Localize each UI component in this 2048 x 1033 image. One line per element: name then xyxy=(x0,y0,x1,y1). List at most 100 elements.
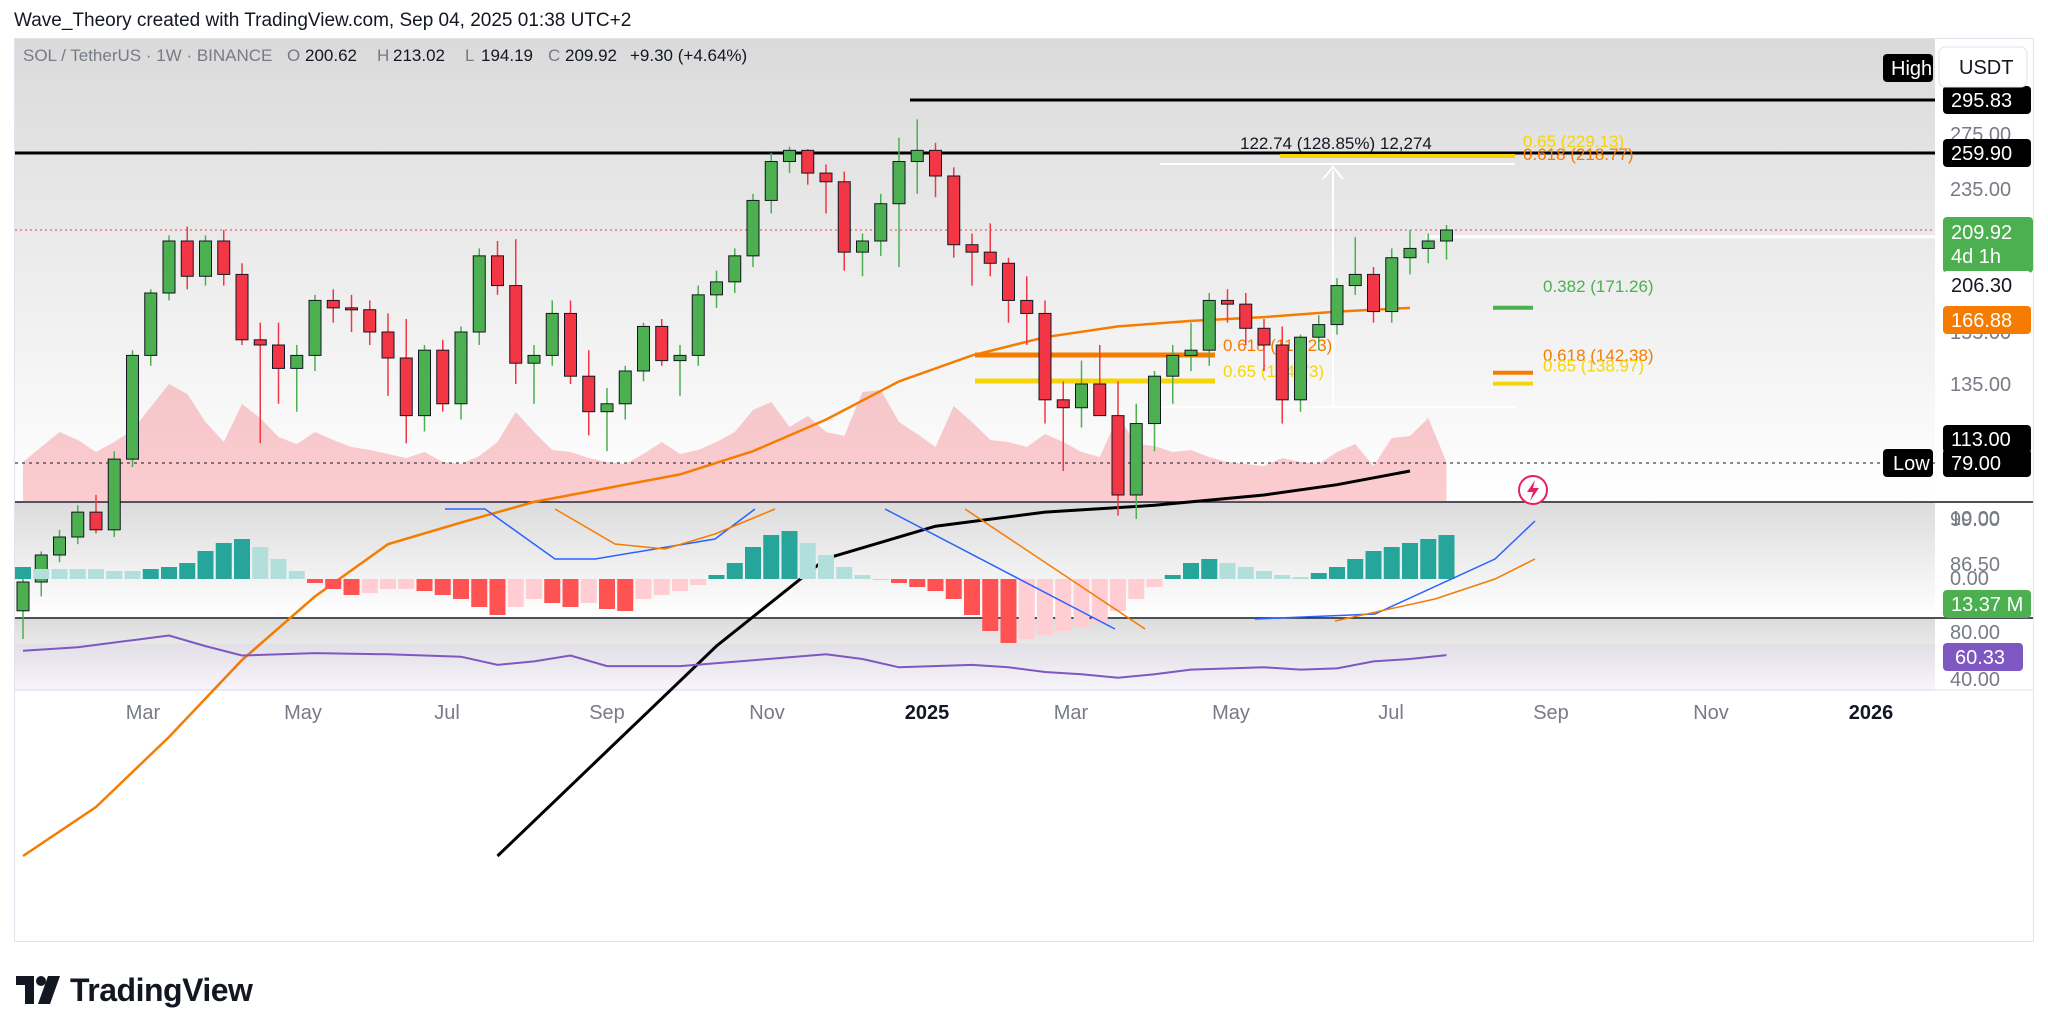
candle-body xyxy=(199,240,212,277)
candle-body xyxy=(801,149,815,174)
macd-histogram-bar xyxy=(617,579,634,611)
candle-body xyxy=(783,149,796,163)
time-axis-label: Nov xyxy=(749,702,785,724)
candle-body xyxy=(965,244,979,253)
candle-body xyxy=(1440,229,1453,242)
price-axis-label: 99.00 xyxy=(1950,509,2000,531)
macd-histogram-bar xyxy=(1073,579,1090,627)
macd-histogram-bar xyxy=(945,579,962,599)
macd-histogram-bar xyxy=(872,579,889,580)
candle-body xyxy=(1129,423,1143,496)
macd-histogram-bar xyxy=(507,579,524,607)
macd-histogram-bar xyxy=(179,563,196,579)
candle-body xyxy=(1093,383,1107,417)
candle-body xyxy=(910,149,924,163)
legend-c-label: C xyxy=(548,46,560,65)
candle-body xyxy=(235,273,249,341)
price-chart[interactable]: 122.74 (128.85%) 12,274 0.65 (229.13)0.61… xyxy=(15,39,2033,941)
macd-histogram-bar xyxy=(88,569,104,579)
macd-histogram-bar xyxy=(1365,551,1382,579)
legend-o-label: O xyxy=(287,46,300,65)
macd-histogram-bar xyxy=(653,579,670,595)
macd-histogram-bar xyxy=(1164,575,1181,579)
macd-histogram-bar xyxy=(15,567,31,579)
candle-body xyxy=(272,344,285,369)
legend-c-value: 209.92 xyxy=(565,46,617,65)
rsi-axis-label: 80.00 xyxy=(1950,622,2000,644)
candle-body xyxy=(1257,327,1271,346)
macd-histogram-bar xyxy=(1292,577,1309,579)
macd-histogram-bar xyxy=(544,579,561,603)
fib-upper-618-label: 0.618 (218.77) xyxy=(1523,145,1634,164)
macd-histogram-bar xyxy=(142,569,159,579)
time-axis-label: Mar xyxy=(1054,702,1089,724)
rsi-value-tag: 60.33 xyxy=(1955,647,2005,669)
macd-histogram-bar xyxy=(854,575,871,579)
volume-tag-bg xyxy=(1943,590,2031,618)
lightning-icon xyxy=(1527,480,1539,501)
ema50-line xyxy=(22,306,1411,858)
time-axis-label: May xyxy=(1212,702,1250,724)
candle-body xyxy=(363,309,377,333)
macd-histogram-bar xyxy=(526,579,542,599)
low-tag-bg xyxy=(1883,449,1933,477)
ath-price-tag-bg xyxy=(1943,86,2031,114)
candle-body xyxy=(290,354,304,369)
current-price-tag-bg xyxy=(1943,217,2033,273)
current-price-tag: 209.92 xyxy=(1951,222,2012,244)
macd-histogram-bar xyxy=(580,579,597,603)
legend-l-value: 194.19 xyxy=(481,46,533,65)
measure-label: 122.74 (128.85%) 12,274 xyxy=(1240,134,1432,153)
candle-body xyxy=(217,240,231,275)
macd-histogram-bar xyxy=(818,555,834,579)
time-axis-label: Nov xyxy=(1693,702,1729,724)
ath-price-tag: 295.83 xyxy=(1951,90,2012,112)
candle-body xyxy=(1075,383,1088,409)
candle-body xyxy=(637,325,650,372)
candle-body xyxy=(1056,399,1070,409)
candle-body xyxy=(1367,273,1380,313)
candle-body xyxy=(892,161,906,205)
time-axis-label: 2025 xyxy=(905,702,950,724)
macd-histogram-bar xyxy=(489,579,506,615)
macd-histogram-bar xyxy=(1383,547,1400,579)
time-axis-label: Sep xyxy=(1533,702,1569,724)
candle-body xyxy=(618,370,632,405)
fib-mid-618-label: 0.618 (142.38) xyxy=(1543,346,1654,365)
macd-histogram-bar xyxy=(1347,559,1364,579)
macd-histogram-bar xyxy=(726,563,743,579)
chart-frame[interactable]: 122.74 (128.85%) 12,274 0.65 (229.13) 0.61… xyxy=(14,38,2034,942)
macd-histogram-bar xyxy=(288,571,305,579)
candle-body xyxy=(1202,299,1216,351)
candle-body xyxy=(1348,273,1362,287)
macd-histogram-bar xyxy=(161,567,177,579)
macd-histogram-bar xyxy=(781,531,798,579)
macd-histogram-bar xyxy=(1110,579,1126,611)
legend-o-value: 200.62 xyxy=(305,46,357,65)
macd-histogram-bar xyxy=(799,543,816,579)
candle-body xyxy=(983,251,997,264)
macd-histogram-bar xyxy=(891,579,907,583)
candle-body xyxy=(436,349,450,405)
candle-body xyxy=(491,255,504,287)
candle-body xyxy=(874,203,888,242)
rsi-line xyxy=(22,634,1447,679)
macd-histogram-bar xyxy=(927,579,944,591)
volume-area xyxy=(23,384,1447,502)
low-price-tag: 79.00 xyxy=(1951,453,2001,475)
macd-histogram-bar xyxy=(1201,559,1218,579)
candle-body xyxy=(600,403,614,413)
candle-body xyxy=(144,292,158,356)
macd-histogram-bar xyxy=(215,543,232,579)
macd-line xyxy=(445,508,1536,630)
candle-body xyxy=(1330,285,1344,326)
candle-body xyxy=(308,299,322,356)
macd-histogram-bar xyxy=(307,579,323,583)
tradingview-logo[interactable]: TradingView xyxy=(16,968,253,1012)
candle-body xyxy=(819,172,833,183)
macd-histogram-bar xyxy=(380,579,396,589)
candle-body xyxy=(71,511,85,538)
candle-body xyxy=(399,357,413,417)
macd-signal-line xyxy=(554,508,1536,630)
resistance-price-tag: 259.90 xyxy=(1951,143,2012,165)
